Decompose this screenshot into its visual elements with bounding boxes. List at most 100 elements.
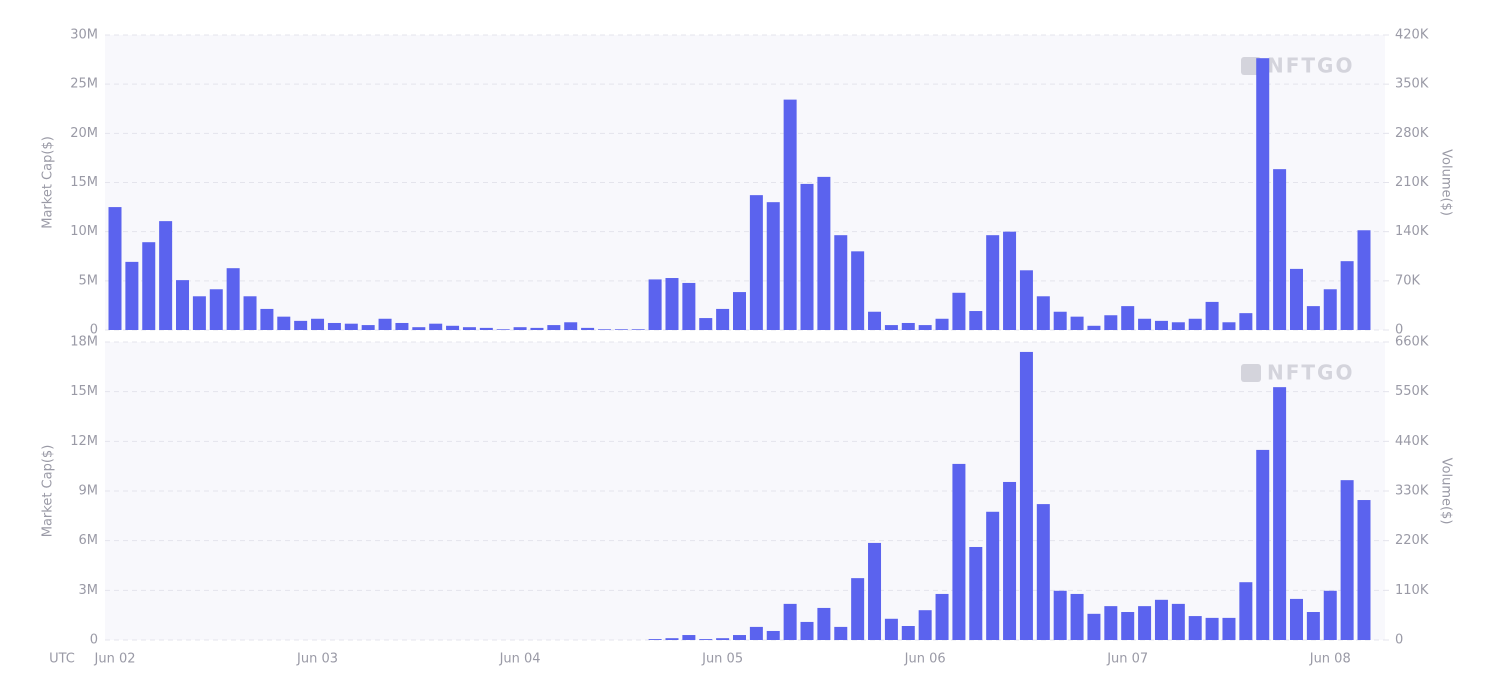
bar bbox=[1070, 316, 1084, 330]
x-axis-label: UTC bbox=[49, 652, 75, 667]
bar bbox=[1171, 322, 1185, 330]
y-tick-label: 20M bbox=[70, 126, 98, 141]
bar bbox=[868, 542, 882, 640]
bar bbox=[1154, 320, 1168, 330]
bar bbox=[648, 639, 662, 640]
bar bbox=[412, 327, 426, 330]
y2-tick-label: 70K bbox=[1395, 273, 1421, 288]
y2-tick-label: 660K bbox=[1395, 335, 1429, 350]
bar bbox=[1003, 481, 1017, 640]
bar bbox=[851, 251, 865, 330]
bar bbox=[969, 546, 983, 640]
y-tick-label: 0 bbox=[90, 323, 98, 338]
bar bbox=[1138, 606, 1152, 640]
bar bbox=[277, 316, 291, 330]
y2-tick-label: 280K bbox=[1395, 126, 1429, 141]
bar bbox=[1205, 617, 1219, 640]
bar bbox=[108, 207, 122, 330]
bar bbox=[564, 322, 578, 330]
bar bbox=[1357, 500, 1371, 640]
bar bbox=[1138, 318, 1152, 330]
y2-tick-label: 0 bbox=[1395, 323, 1403, 338]
bar bbox=[260, 308, 274, 330]
bar bbox=[800, 621, 814, 640]
bar bbox=[1222, 322, 1236, 330]
bar bbox=[1205, 301, 1219, 330]
bar bbox=[1171, 603, 1185, 640]
bar bbox=[699, 318, 713, 330]
bar bbox=[547, 325, 561, 330]
y-tick-label: 0 bbox=[90, 633, 98, 648]
bar bbox=[1273, 169, 1287, 330]
bar bbox=[1019, 270, 1033, 330]
y2-axis-title: Volume($) bbox=[1439, 149, 1454, 216]
bar bbox=[716, 308, 730, 330]
bar bbox=[378, 318, 392, 330]
bar bbox=[1188, 318, 1202, 330]
bar bbox=[446, 325, 460, 330]
bar bbox=[749, 626, 763, 640]
x-tick-label: Jun 07 bbox=[1106, 652, 1148, 667]
bar bbox=[884, 618, 898, 640]
bar bbox=[631, 329, 645, 330]
bar bbox=[142, 242, 156, 330]
bar bbox=[1357, 230, 1371, 330]
bar bbox=[581, 327, 595, 330]
x-tick-label: Jun 06 bbox=[904, 652, 946, 667]
bar bbox=[344, 323, 358, 330]
bar bbox=[817, 607, 831, 640]
y2-tick-label: 440K bbox=[1395, 434, 1429, 449]
bar bbox=[496, 329, 510, 330]
bar bbox=[952, 463, 966, 640]
bar bbox=[648, 279, 662, 330]
bar bbox=[1188, 616, 1202, 640]
bar bbox=[986, 511, 1000, 640]
bar bbox=[1256, 449, 1270, 640]
bar bbox=[125, 261, 139, 330]
bar bbox=[226, 268, 240, 330]
y-tick-label: 6M bbox=[79, 533, 99, 548]
bar bbox=[1036, 296, 1050, 330]
bar bbox=[176, 280, 190, 330]
bar bbox=[749, 195, 763, 330]
bar bbox=[868, 311, 882, 330]
y2-tick-label: 210K bbox=[1395, 175, 1429, 190]
bar bbox=[969, 311, 983, 330]
bar bbox=[918, 610, 932, 640]
bar bbox=[1121, 612, 1135, 640]
bar bbox=[1273, 387, 1287, 640]
bar bbox=[1239, 313, 1253, 330]
bar bbox=[209, 289, 223, 330]
bar bbox=[1036, 504, 1050, 640]
bar bbox=[1003, 231, 1017, 330]
y-tick-label: 30M bbox=[70, 28, 98, 43]
bar bbox=[935, 593, 949, 640]
y2-tick-label: 110K bbox=[1395, 583, 1429, 598]
x-tick-label: Jun 04 bbox=[499, 652, 541, 667]
y-axis-title: Market Cap($) bbox=[41, 445, 56, 538]
bar bbox=[918, 325, 932, 330]
bar bbox=[800, 183, 814, 330]
y2-tick-label: 140K bbox=[1395, 224, 1429, 239]
bar bbox=[513, 327, 527, 330]
bar bbox=[817, 176, 831, 330]
bar bbox=[1340, 261, 1354, 330]
bar bbox=[1306, 612, 1320, 640]
y-axis-title: Market Cap($) bbox=[41, 136, 56, 229]
bar bbox=[462, 327, 476, 330]
bar bbox=[699, 639, 713, 640]
bar bbox=[1289, 268, 1303, 330]
bar bbox=[1104, 606, 1118, 640]
y-tick-label: 25M bbox=[70, 77, 98, 92]
y2-tick-label: 350K bbox=[1395, 77, 1429, 92]
bar bbox=[1121, 306, 1135, 330]
bar bbox=[311, 318, 325, 330]
bar bbox=[834, 235, 848, 330]
bar bbox=[783, 603, 797, 640]
bar bbox=[952, 292, 966, 330]
bar bbox=[851, 578, 865, 640]
y2-tick-label: 420K bbox=[1395, 28, 1429, 43]
y2-axis-title: Volume($) bbox=[1439, 458, 1454, 525]
bar bbox=[884, 325, 898, 330]
